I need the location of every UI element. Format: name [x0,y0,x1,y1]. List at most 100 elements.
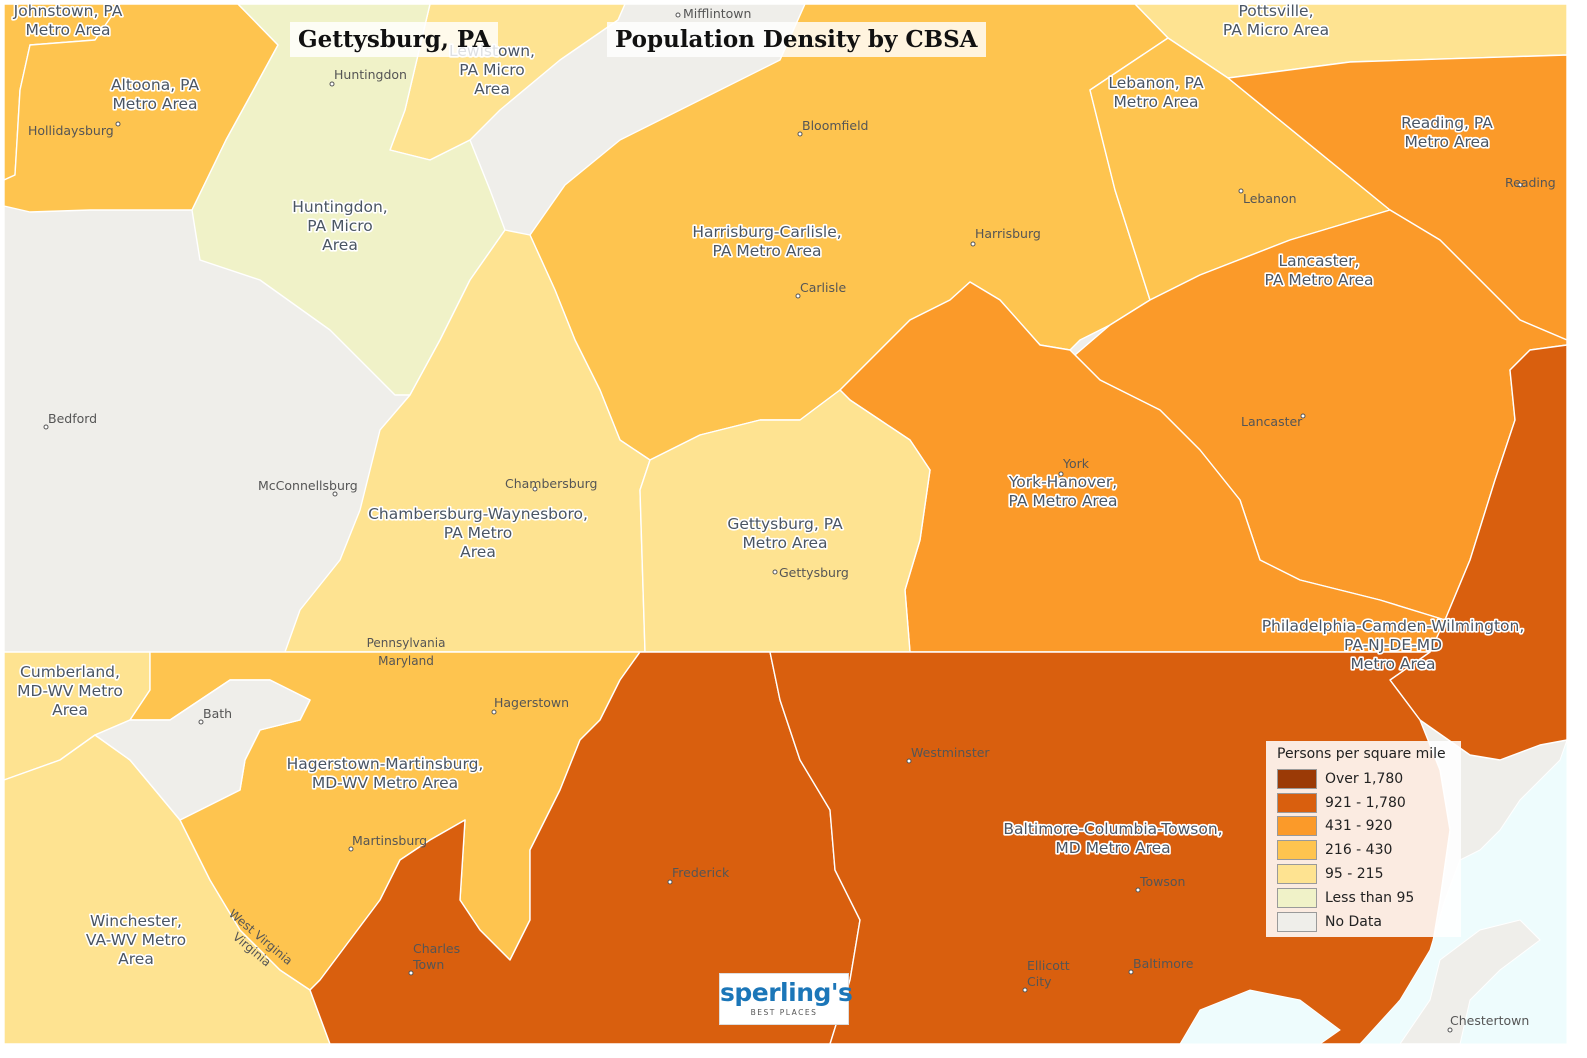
city-ellicott-city: Ellicott City [1022,958,1070,993]
city-baltimore: Baltimore [1128,956,1194,975]
city-marker [1128,969,1134,975]
city-marker [1135,887,1141,893]
legend-label: No Data [1325,913,1382,930]
city-martinsburg: Martinsburg [348,833,427,852]
metro-label-york: York-Hanover, PA Metro Area [1008,473,1118,510]
legend-swatch [1277,816,1317,837]
city-marker [970,241,976,247]
metro-label-huntingdon: Huntingdon, PA Micro Area [292,198,387,254]
city-frederick: Frederick [667,865,730,885]
city-label: York [1062,456,1090,471]
city-chestertown: Chestertown [1447,1013,1529,1033]
city-label: Bloomfield [802,118,869,133]
city-label: Carlisle [800,280,846,295]
city-marker [329,81,335,87]
city-label: Huntingdon [334,67,407,82]
city-bedford: Bedford [43,411,97,430]
city-marker [1300,413,1306,419]
sperlings-logo: sperling's BEST PLACES [719,973,853,1025]
metro-label-lancaster: Lancaster, PA Metro Area [1265,252,1374,289]
metro-label-harrisburg: Harrisburg-Carlisle, PA Metro Area [692,223,841,260]
city-charles-town: Charles Town [408,941,460,976]
region-bath-nodata [94,679,311,821]
legend-swatch [1277,864,1317,885]
city-label: Hagerstown [494,695,569,710]
city-label: Towson [1139,874,1185,889]
city-mifflintown: Mifflintown [675,6,751,21]
legend-label: Over 1,780 [1325,770,1404,787]
legend-item: 431 - 920 [1277,815,1461,839]
city-label: McConnellsburg [258,478,358,493]
metro-label-altoona: Altoona, PA Metro Area [111,76,199,113]
legend-item: Over 1,780 [1277,767,1461,791]
city-label: Frederick [672,865,730,880]
legend-swatch [1277,840,1317,861]
city-hollidaysburg: Hollidaysburg [28,121,121,138]
metro-label-gettysburg: Gettysburg, PA Metro Area [727,515,843,552]
city-lebanon: Lebanon [1238,188,1297,206]
legend-label: 95 - 215 [1325,866,1384,883]
border-label-md: Maryland [378,654,434,668]
city-bloomfield: Bloomfield [797,118,869,137]
city-marker [797,131,803,137]
city-label: Lancaster [1241,414,1303,429]
city-label: Reading [1505,175,1556,190]
legend-item: No Data [1277,910,1461,934]
city-marker [906,758,912,764]
city-marker [772,569,778,575]
metro-label-philadelphia: Philadelphia-Camden-Wilmington, PA-NJ-DE-… [1262,617,1525,673]
city-lancaster: Lancaster [1241,413,1306,429]
city-carlisle: Carlisle [795,280,846,299]
legend-item: 921 - 1,780 [1277,791,1461,815]
city-marker [491,709,497,715]
city-label: Harrisburg [975,226,1041,241]
legend-swatch [1277,887,1317,908]
map-place-title: Gettysburg, PA [290,22,499,57]
metro-label-baltimore: Baltimore-Columbia-Towson, MD Metro Area [1003,820,1222,857]
city-marker [675,12,681,18]
city-label: Martinsburg [352,833,427,848]
city-label: Mifflintown [683,6,751,21]
city-westminster: Westminster [906,745,990,764]
legend-swatch [1277,792,1317,813]
city-hagerstown: Hagerstown [491,695,569,715]
city-label: Chambersburg [505,476,597,491]
metro-label-hagerstown: Hagerstown-Martinsburg, MD-WV Metro Area [287,755,484,792]
city-marker [1058,471,1064,477]
city-label: Chestertown [1450,1013,1529,1028]
city-bath: Bath [198,706,232,725]
city-marker [43,424,49,430]
metro-label-pottsville: Pottsville, PA Micro Area [1223,2,1329,39]
city-marker [348,846,354,852]
city-towson: Towson [1135,874,1185,893]
legend-swatch [1277,911,1317,932]
legend-title: Persons per square mile [1277,746,1446,762]
city-harrisburg: Harrisburg [970,226,1041,247]
city-marker [408,970,414,976]
legend-swatch [1277,768,1317,789]
city-marker [198,719,204,725]
legend-label: 921 - 1,780 [1325,794,1406,811]
city-label: Bath [203,706,232,721]
city-marker [1238,188,1244,194]
legend-label: Less than 95 [1325,889,1415,906]
metro-label-lebanon: Lebanon, PA Metro Area [1108,74,1204,111]
map-main-title: Population Density by CBSA [607,22,986,57]
city-marker [1447,1027,1453,1033]
city-chambersburg: Chambersburg [505,476,597,492]
metro-label-johnstown: Johnstown, PA Metro Area [13,2,123,39]
city-label: Ellicott City [1027,958,1070,989]
metro-label-chambersburg: Chambersburg-Waynesboro, PA Metro Area [368,505,588,561]
legend: Persons per square mile Over 1,780 921 -… [1266,741,1461,937]
city-marker [332,491,338,497]
border-label-pa: Pennsylvania [367,636,446,650]
city-marker [1517,182,1523,188]
metro-label-cumberland: Cumberland, MD-WV Metro Area [17,663,123,719]
city-label: Baltimore [1133,956,1194,971]
city-marker [532,486,538,492]
city-label: Bedford [48,411,97,426]
chesapeake-water [1179,739,1568,1045]
city-label: Gettysburg [779,565,849,580]
